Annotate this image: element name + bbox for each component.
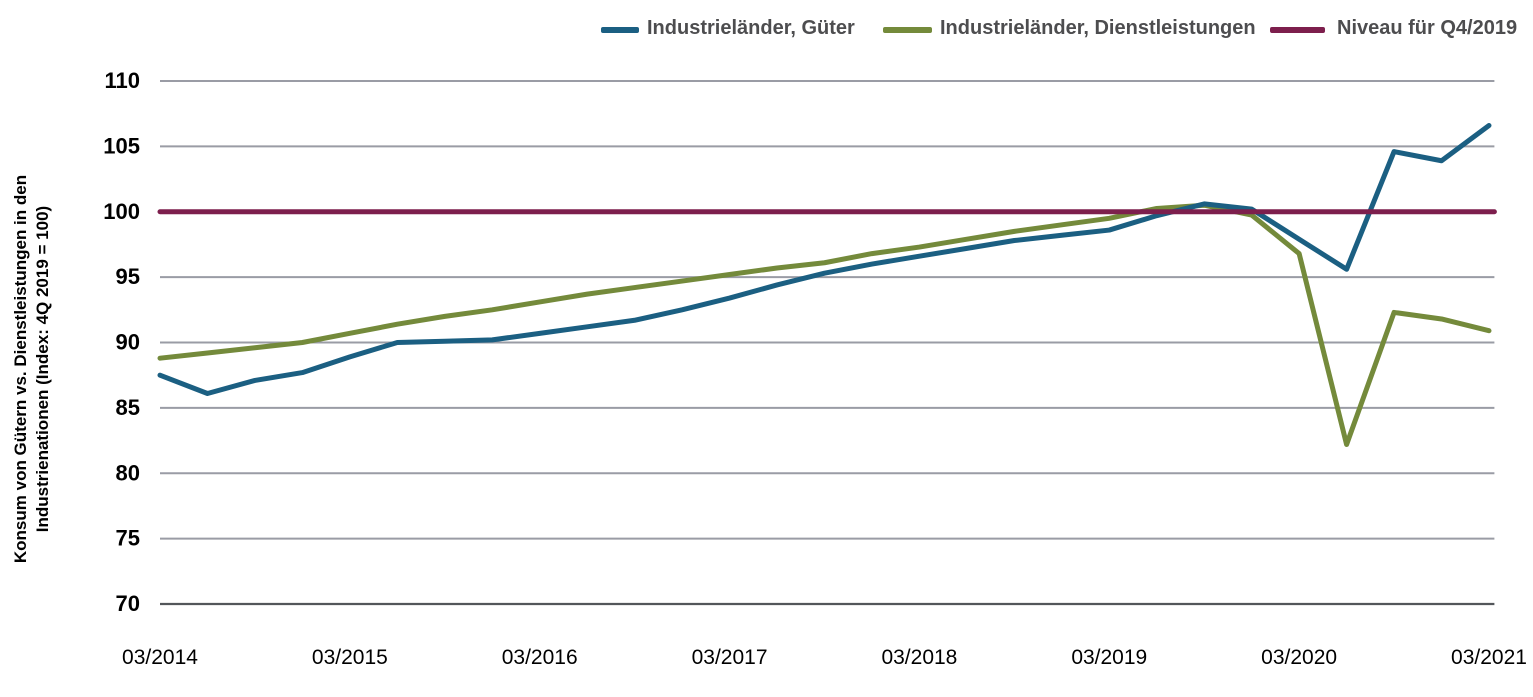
svg-text:03/2016: 03/2016 [502,646,578,669]
svg-text:105: 105 [103,133,140,158]
svg-text:03/2019: 03/2019 [1071,646,1147,669]
svg-text:75: 75 [116,526,140,551]
svg-text:03/2020: 03/2020 [1261,646,1337,669]
svg-text:110: 110 [105,68,141,93]
svg-text:95: 95 [116,264,140,289]
svg-text:03/2014: 03/2014 [122,646,198,669]
svg-text:70: 70 [116,591,140,616]
svg-text:03/2021: 03/2021 [1451,646,1527,669]
svg-text:03/2015: 03/2015 [312,646,388,669]
svg-text:100: 100 [103,199,140,224]
svg-text:03/2017: 03/2017 [692,646,768,669]
svg-text:03/2018: 03/2018 [881,646,957,669]
svg-text:85: 85 [116,395,140,420]
svg-text:80: 80 [116,460,140,485]
svg-text:90: 90 [116,330,140,355]
